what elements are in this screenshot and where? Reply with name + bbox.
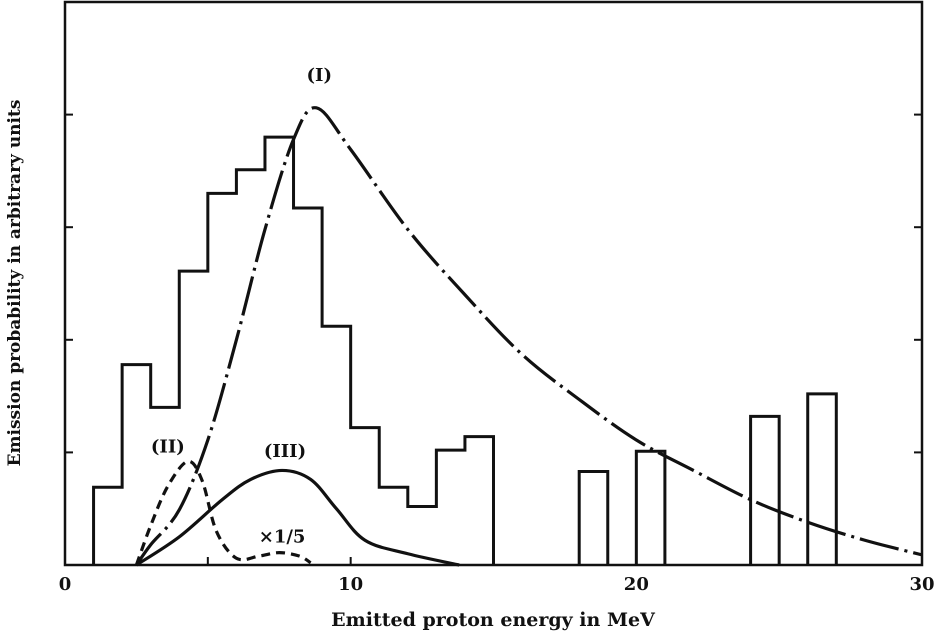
x-tick-label: 10 — [338, 574, 363, 595]
curve-annotation: (III) — [264, 441, 306, 462]
series-line-3 — [135, 468, 460, 567]
series-line-1 — [135, 106, 923, 566]
curve-annotation: ×1/5 — [259, 526, 306, 547]
curve-annotation: (I) — [307, 65, 332, 86]
histogram-bars — [92, 135, 838, 565]
x-tick-label: 0 — [59, 574, 72, 595]
x-axis-label: Emitted proton energy in MeV — [331, 609, 656, 631]
x-tick-label: 20 — [624, 574, 649, 595]
y-axis-label: Emission probability in arbitrary units — [5, 100, 25, 467]
x-tick-label: 30 — [909, 574, 934, 595]
curve-annotation: (II) — [151, 436, 185, 457]
series-line-2 — [134, 459, 312, 566]
